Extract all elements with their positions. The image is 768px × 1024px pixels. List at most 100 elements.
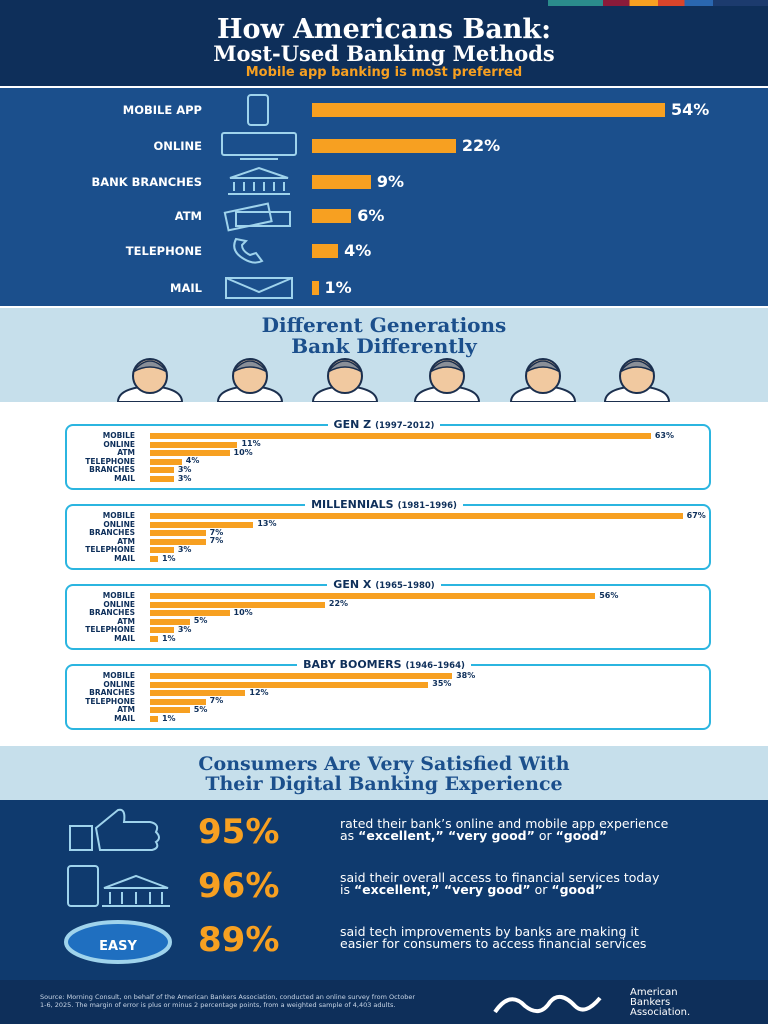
bar (150, 627, 174, 634)
percent: 89% (198, 920, 280, 960)
bar (150, 690, 246, 697)
statement-text: said their overall access to financial s… (340, 870, 660, 897)
value-label: 7% (209, 527, 224, 537)
logo-line: Association. (630, 1007, 691, 1018)
chart-subtitle: (1965–1980) (375, 581, 441, 591)
logo-line: Bankers (630, 997, 671, 1008)
icon (247, 94, 269, 126)
category-label: MOBILE (102, 671, 135, 680)
category-label: TELEPHONE (85, 696, 135, 706)
logo-mark (493, 994, 602, 1014)
bar (150, 450, 230, 457)
icons (64, 808, 172, 964)
bar (150, 610, 230, 617)
category-label: BRANCHES (89, 465, 135, 475)
icons (221, 94, 297, 299)
statement-text: said tech improvements by banks are maki… (340, 924, 647, 951)
chart-subtitle: (1981–1996) (397, 501, 463, 511)
value-label: 5% (193, 616, 208, 626)
icon (225, 277, 293, 299)
statement: said their overall access to financial s… (340, 870, 670, 897)
category-label: MOBILE (102, 511, 135, 520)
value-label: 12% (249, 687, 269, 697)
category-label: MAIL (114, 474, 135, 483)
category-label: BRANCHES (89, 688, 135, 698)
category-label: MOBILE (102, 431, 135, 440)
value-label: 22% (461, 136, 501, 155)
bar (150, 698, 206, 705)
category-label: MAIL (170, 281, 202, 295)
bar (150, 513, 683, 519)
value-label: 6% (357, 206, 385, 225)
value-label: 35% (432, 679, 452, 689)
hair (525, 360, 561, 373)
value-label: 38% (456, 670, 476, 680)
bar (150, 433, 651, 439)
value-label: 63% (654, 430, 674, 440)
value-label: 1% (161, 633, 176, 643)
chart-title: BABY BOOMERS (297, 658, 406, 671)
bar (150, 707, 190, 714)
statement: rated their bank’s online and mobile app… (340, 816, 670, 843)
bar (150, 593, 596, 599)
bar (150, 458, 182, 465)
category-label: ATM (117, 536, 135, 546)
main-chart: MOBILE APP 54% ONLINE 22% BANK BRANCHES 9% ATM… (0, 88, 768, 306)
section-title: Consumers Are Very Satisfied With (198, 753, 570, 775)
bar (150, 467, 174, 474)
value-label: 3% (177, 544, 192, 554)
bar (312, 281, 319, 295)
value-label: 1% (324, 278, 352, 297)
section-title: Bank Differently (291, 334, 477, 358)
value-label: 13% (257, 519, 277, 529)
title: Most-Used Banking Methods (213, 41, 555, 66)
bar (150, 681, 429, 688)
value-label: 3% (177, 464, 192, 474)
statement-text: rated their bank’s online and mobile app… (340, 816, 669, 843)
chart-title: GEN X (327, 578, 376, 591)
statement: said tech improvements by banks are maki… (340, 924, 670, 951)
category-label: MOBILE APP (122, 103, 202, 117)
bar (150, 716, 158, 722)
bar (150, 556, 158, 562)
category-label: ONLINE (103, 599, 135, 609)
bar (150, 636, 158, 642)
value-label: 7% (209, 536, 224, 546)
category-label: MAIL (114, 714, 135, 723)
chart-title: MILLENNIALS (305, 498, 398, 511)
faces (116, 358, 671, 402)
chart-heading: MILLENNIALS (1981–1996) (0, 498, 768, 511)
bar (150, 673, 453, 679)
icon (221, 132, 297, 156)
value-label: 22% (328, 599, 349, 609)
category-label: MOBILE (102, 591, 135, 600)
statement-text: or (534, 828, 556, 843)
category-label: BRANCHES (89, 608, 135, 618)
value-label: 10% (233, 607, 253, 617)
bar (312, 175, 371, 189)
chart-title: GEN Z (327, 418, 376, 431)
value-label: 9% (376, 172, 404, 191)
generations-header: Different Generations Bank Differently (0, 308, 768, 402)
category-label: MAIL (114, 634, 135, 643)
logo-line: American (630, 987, 678, 998)
category-label: ATM (117, 705, 135, 715)
statement-text: “good” (551, 882, 603, 897)
category-label: TELEPHONE (85, 625, 135, 635)
category-label: TELEPHONE (85, 545, 135, 555)
category-label: ONLINE (103, 439, 135, 449)
title: How Americans Bank: (216, 14, 552, 45)
hair (327, 360, 363, 373)
icon (235, 211, 291, 227)
hair (429, 360, 465, 373)
value-label: 11% (241, 439, 261, 449)
value-label: 4% (185, 456, 200, 466)
bar (150, 476, 174, 482)
bank-icon (102, 874, 170, 907)
phone-icon (67, 865, 99, 907)
value-label: 3% (177, 473, 192, 483)
chart-heading: BABY BOOMERS (1946–1964) (0, 658, 768, 671)
badge-label: EASY (99, 939, 137, 954)
category-label: MAIL (114, 554, 135, 563)
